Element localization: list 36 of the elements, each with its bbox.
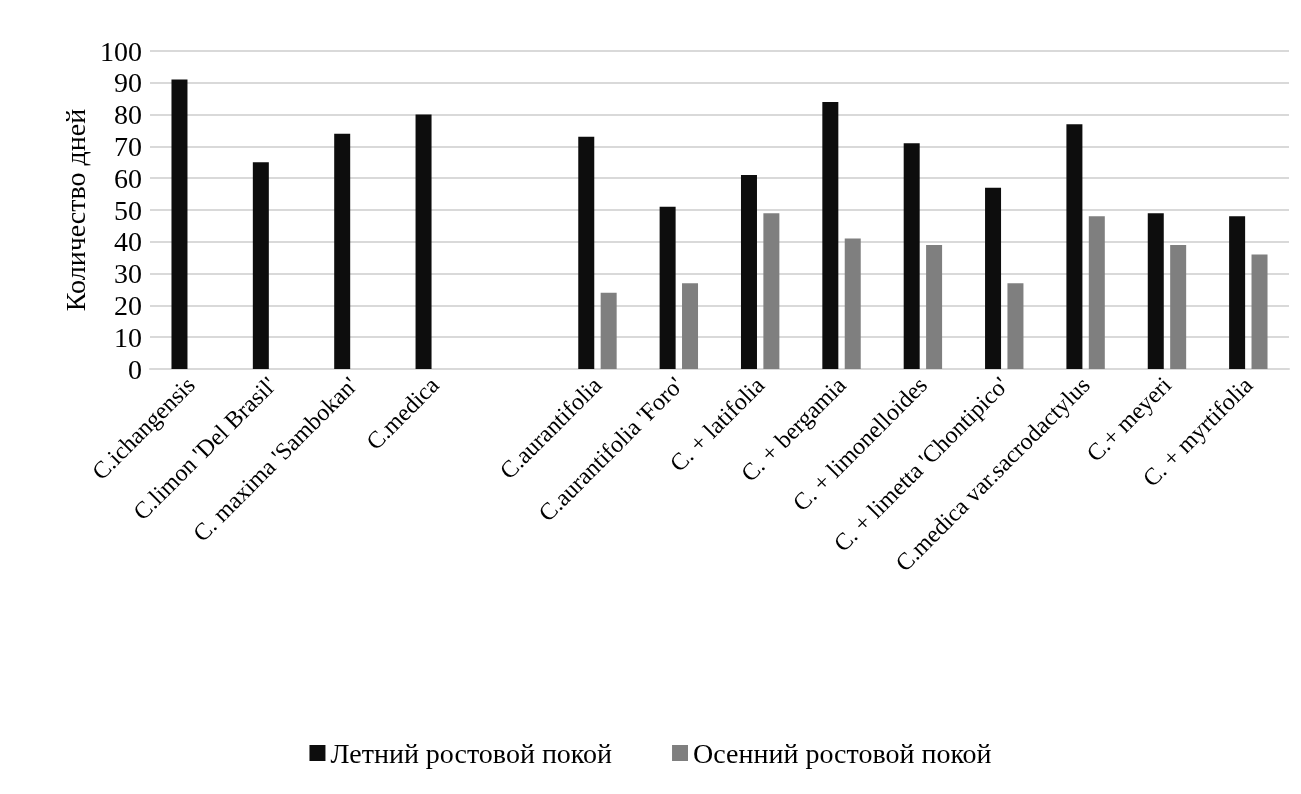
bar <box>578 136 595 369</box>
y-tick-label: 80 <box>114 99 142 131</box>
y-tick-label: 60 <box>114 162 142 194</box>
bar <box>1229 216 1246 369</box>
bar <box>252 162 269 369</box>
y-tick-label: 0 <box>128 353 142 385</box>
bar <box>1147 213 1164 369</box>
bar <box>415 114 432 369</box>
y-tick-label: 70 <box>114 130 142 162</box>
y-tick-label: 10 <box>114 321 142 353</box>
y-tick-label: 20 <box>114 289 142 321</box>
bar <box>985 187 1002 369</box>
bar <box>334 133 351 369</box>
bar <box>171 79 188 369</box>
y-axis-title: Количество дней <box>59 108 91 312</box>
legend-label: Осенний ростовой покой <box>693 737 992 769</box>
y-tick-label: 50 <box>114 194 142 226</box>
bar <box>903 143 920 369</box>
bar <box>1170 244 1187 369</box>
bar <box>1088 216 1105 369</box>
bar <box>682 283 699 369</box>
bar <box>1251 254 1268 369</box>
bar <box>763 213 780 369</box>
y-tick-label: 100 <box>100 35 142 67</box>
legend-label: Летний ростовой покой <box>330 737 613 769</box>
bar <box>1066 124 1083 369</box>
bar <box>659 206 676 369</box>
bar <box>1007 283 1024 369</box>
bar <box>740 175 757 369</box>
bar <box>822 101 839 369</box>
bar <box>844 238 861 369</box>
y-tick-label: 40 <box>114 226 142 258</box>
bar <box>926 244 943 369</box>
y-tick-label: 90 <box>114 67 142 99</box>
bar <box>600 292 617 369</box>
y-tick-label: 30 <box>114 258 142 290</box>
